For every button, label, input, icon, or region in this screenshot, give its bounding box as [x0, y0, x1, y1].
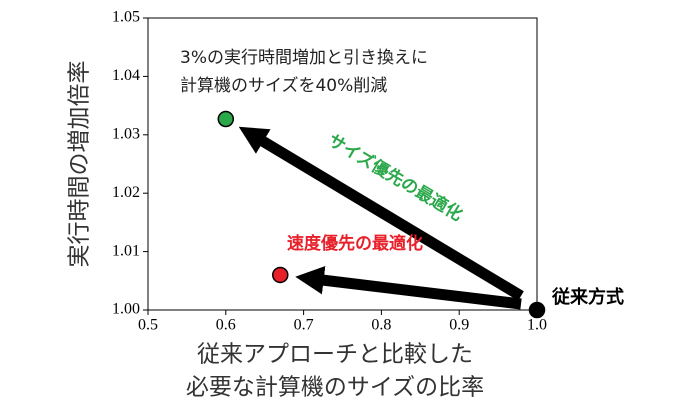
arrow	[238, 126, 524, 301]
x-tick-label: 0.6	[216, 317, 236, 334]
y-axis-label: 実行時間の増加倍率	[67, 61, 93, 268]
point	[272, 266, 289, 284]
x-tick-label: 1.0	[527, 317, 547, 334]
x-tick-label: 0.7	[294, 317, 314, 334]
x-tick-label: 0.5	[138, 317, 158, 334]
y-tick-label: 1.05	[112, 9, 140, 26]
y-tick-label: 1.01	[112, 242, 140, 259]
annotation: 3%の実行時間増加と引き換えに	[180, 48, 428, 68]
series-label: 従来方式	[551, 286, 624, 308]
y-tick-label: 1.02	[112, 184, 140, 201]
point	[528, 301, 546, 319]
y-tick-label: 1.00	[112, 301, 140, 318]
y-tick-label: 1.03	[112, 125, 140, 142]
x-tick-label: 0.8	[371, 317, 391, 334]
y-tick-label: 1.04	[112, 67, 140, 84]
x-axis-label: 従来アプローチと比較した	[197, 342, 473, 368]
series-label: 速度優先の最適化	[287, 233, 423, 254]
series-label: サイズ優先の最適化	[324, 130, 466, 226]
annotation: 計算機のサイズを40%削減	[180, 76, 387, 96]
x-axis-label: 必要な計算機のサイズの比率	[186, 375, 484, 401]
plot-frame	[147, 17, 538, 311]
point	[217, 110, 235, 128]
arrow	[295, 265, 522, 310]
x-tick-label: 0.9	[449, 317, 469, 334]
